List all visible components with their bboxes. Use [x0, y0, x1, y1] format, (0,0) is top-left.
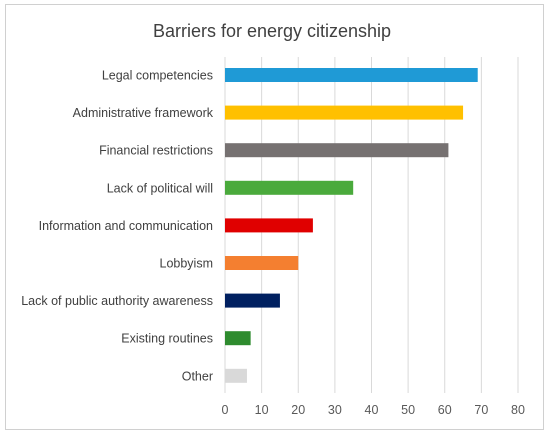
category-labels: Legal competencies Administrative framewo…: [21, 69, 214, 384]
x-tick-label: 60: [438, 403, 452, 417]
category-label: Lobbyism: [160, 257, 214, 271]
bar: [225, 68, 478, 82]
x-tick-label: 70: [474, 403, 488, 417]
category-label: Administrative framework: [73, 106, 214, 120]
bar: [225, 331, 251, 346]
x-tick-label: 40: [365, 403, 379, 417]
x-axis-ticks: 0 10 20 30 40 50 60 70 80: [222, 403, 525, 417]
bar: [225, 105, 464, 120]
x-tick-label: 0: [222, 403, 229, 417]
category-label: Financial restrictions: [99, 144, 213, 158]
x-tick-label: 20: [291, 403, 305, 417]
x-tick-label: 30: [328, 403, 342, 417]
bar: [225, 180, 354, 195]
bar: [225, 143, 449, 158]
category-label: Existing routines: [121, 332, 213, 346]
category-label: Legal competencies: [102, 69, 213, 83]
x-tick-label: 80: [511, 403, 525, 417]
x-tick-label: 10: [255, 403, 269, 417]
bar: [225, 293, 280, 308]
category-label: Other: [182, 369, 213, 383]
x-tick-label: 50: [401, 403, 415, 417]
category-label: Lack of political will: [107, 181, 213, 195]
bar: [225, 368, 247, 383]
chart-title: Barriers for energy citizenship: [153, 21, 391, 41]
bars: [225, 68, 478, 383]
category-label: Lack of public authority awareness: [21, 294, 213, 308]
category-label: Information and communication: [39, 219, 213, 233]
bar: [225, 218, 313, 233]
bar: [225, 256, 299, 270]
